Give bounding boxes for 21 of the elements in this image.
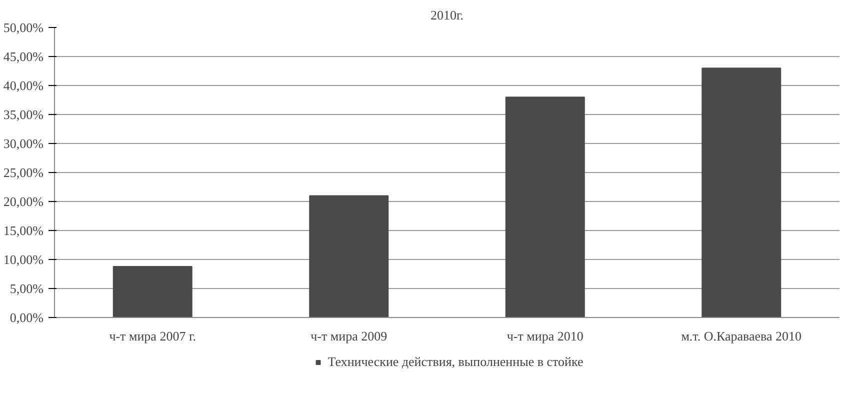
bar — [309, 195, 389, 318]
y-tick-label: 50,00% — [3, 20, 44, 35]
x-tick-label: ч-т мира 2010 — [506, 328, 584, 344]
x-tick-label: м.т. О.Караваева 2010 — [681, 328, 802, 344]
x-tick-label: ч-т мира 2009 — [310, 328, 388, 344]
y-tick-label: 30,00% — [3, 136, 44, 151]
y-tick-label: 25,00% — [3, 165, 44, 180]
y-tick-label: 40,00% — [3, 78, 44, 93]
bar — [505, 96, 585, 318]
x-tick-label: ч-т мира 2007 г. — [109, 328, 196, 344]
y-tick-label: 5,00% — [10, 281, 44, 296]
y-tick-label: 35,00% — [3, 107, 44, 122]
y-tick-label: 10,00% — [3, 252, 44, 267]
y-tick-label: 45,00% — [3, 49, 44, 64]
legend-label: Технические действия, выполненные в стойке — [328, 354, 584, 370]
bar — [112, 266, 192, 318]
y-tick-label: 15,00% — [3, 223, 44, 238]
chart-title: 2010г. — [430, 8, 464, 22]
y-tick-label: 20,00% — [3, 194, 44, 209]
y-tick-label: 0,00% — [10, 310, 44, 325]
bar — [702, 68, 782, 318]
